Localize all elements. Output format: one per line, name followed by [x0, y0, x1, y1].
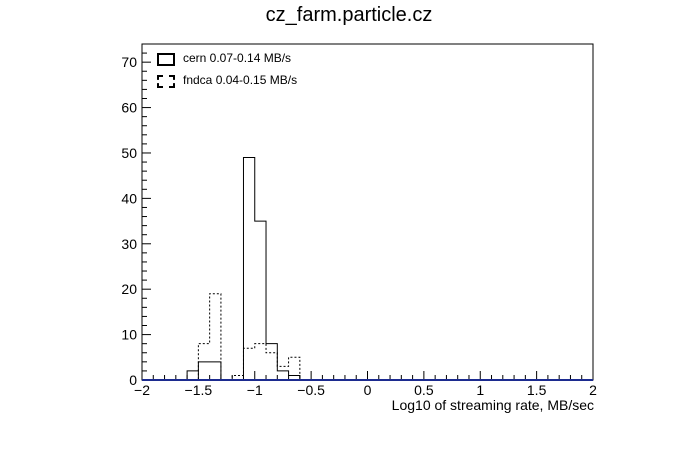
histogram-cern [186, 157, 312, 381]
legend-swatch-solid [157, 53, 175, 66]
x-tick-label: 1.5 [527, 382, 547, 398]
x-tick-label: −0.5 [297, 382, 325, 398]
legend-label-fndca: fndca 0.04-0.15 MB/s [183, 73, 298, 87]
x-tick-label: 0 [364, 382, 372, 398]
chart-title: cz_farm.particle.cz [265, 4, 433, 26]
y-tick-label: 50 [121, 145, 137, 161]
x-tick-label: −2 [134, 382, 150, 398]
y-tick-label: 0 [129, 372, 137, 388]
y-tick-label: 30 [121, 236, 137, 252]
y-tick-label: 20 [121, 281, 137, 297]
x-tick-label: −1.5 [185, 382, 213, 398]
y-tick-label: 60 [121, 100, 137, 116]
y-tick-label: 70 [121, 54, 137, 70]
y-tick-label: 40 [121, 190, 137, 206]
y-tick-label: 10 [121, 327, 137, 343]
x-tick-label: −1 [247, 382, 263, 398]
x-tick-label: 2 [589, 382, 597, 398]
histogram-fndca [187, 293, 312, 381]
legend-swatch-dashed [157, 75, 175, 88]
x-tick-label: 0.5 [414, 382, 434, 398]
x-axis-label: Log10 of streaming rate, MB/sec [391, 397, 594, 413]
x-tick-label: 1 [476, 382, 484, 398]
legend-label-cern: cern 0.07-0.14 MB/s [183, 51, 292, 65]
